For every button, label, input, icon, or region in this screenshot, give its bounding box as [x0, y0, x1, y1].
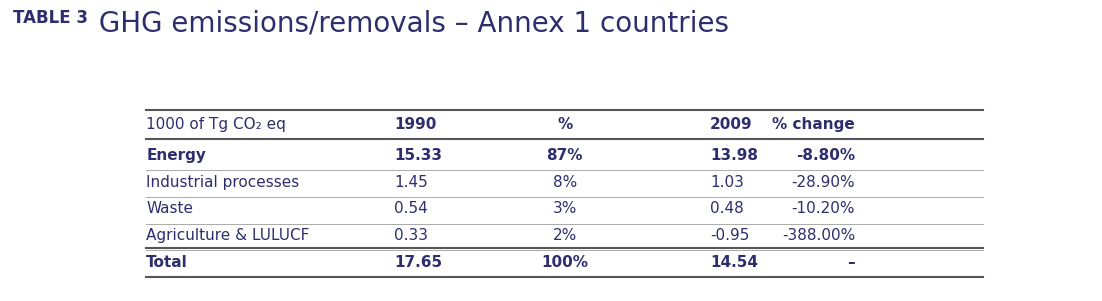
Text: 1000 of Tg CO₂ eq: 1000 of Tg CO₂ eq [147, 117, 287, 132]
Text: Waste: Waste [147, 201, 193, 216]
Text: Total: Total [147, 255, 188, 270]
Text: 0.48: 0.48 [710, 201, 744, 216]
Text: 13.98: 13.98 [710, 148, 758, 163]
Text: 14.54: 14.54 [710, 255, 758, 270]
Text: 8%: 8% [552, 175, 577, 190]
Text: 3%: 3% [552, 201, 577, 216]
Text: -0.95: -0.95 [710, 228, 749, 243]
Text: Agriculture & LULUCF: Agriculture & LULUCF [147, 228, 310, 243]
Text: TABLE 3: TABLE 3 [13, 9, 88, 27]
Text: 17.65: 17.65 [395, 255, 442, 270]
Text: % change: % change [773, 117, 855, 132]
Text: 15.33: 15.33 [395, 148, 442, 163]
Text: –: – [847, 255, 855, 270]
Text: -10.20%: -10.20% [791, 201, 855, 216]
Text: GHG emissions/removals – Annex 1 countries: GHG emissions/removals – Annex 1 countri… [90, 9, 730, 37]
Text: 100%: 100% [541, 255, 588, 270]
Text: 1.45: 1.45 [395, 175, 428, 190]
Text: Industrial processes: Industrial processes [147, 175, 300, 190]
Text: 0.33: 0.33 [395, 228, 428, 243]
Text: -8.80%: -8.80% [796, 148, 855, 163]
Text: Energy: Energy [147, 148, 206, 163]
Text: 2009: 2009 [710, 117, 753, 132]
Text: 2%: 2% [552, 228, 577, 243]
Text: 1.03: 1.03 [710, 175, 744, 190]
Text: %: % [558, 117, 572, 132]
Text: 87%: 87% [547, 148, 583, 163]
Text: 0.54: 0.54 [395, 201, 428, 216]
Text: 1990: 1990 [395, 117, 436, 132]
Text: -388.00%: -388.00% [782, 228, 855, 243]
Text: -28.90%: -28.90% [791, 175, 855, 190]
